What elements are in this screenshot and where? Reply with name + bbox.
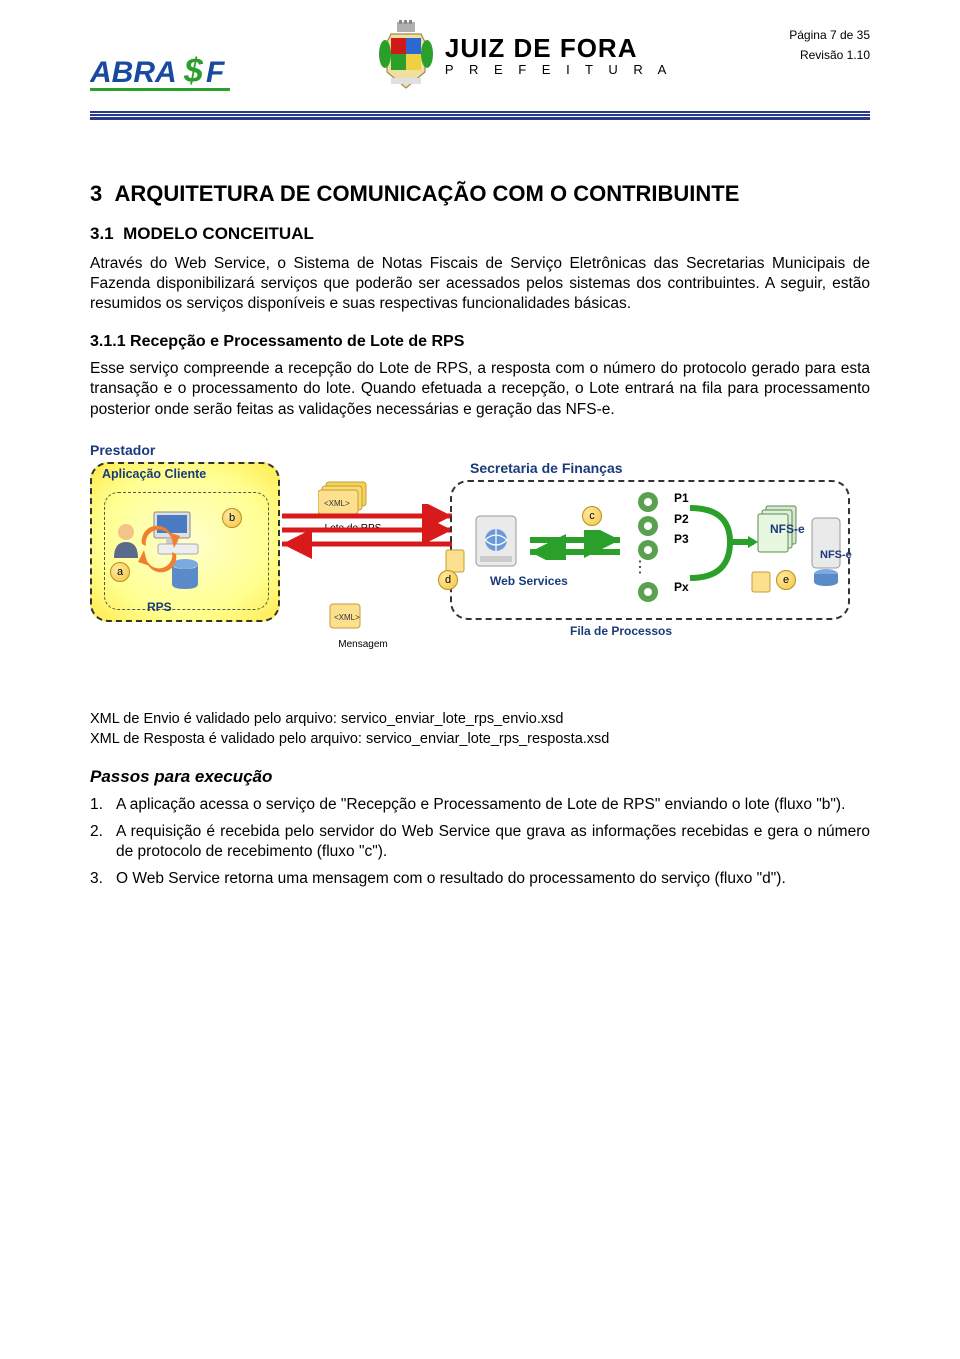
svg-text:⋮: ⋮ <box>632 559 648 576</box>
svg-text:F: F <box>206 56 225 89</box>
svg-text:<XML>: <XML> <box>334 613 360 622</box>
nfse-label: NFS-e <box>770 522 805 536</box>
subsubsection-title: 3.1.1 Recepção e Processamento de Lote d… <box>90 333 870 351</box>
abrasf-text: ABRA <box>90 56 177 89</box>
passos-heading: Passos para execução <box>90 767 870 787</box>
subsection-paragraph: Através do Web Service, o Sistema de Not… <box>90 254 870 315</box>
secretaria-label: Secretaria de Finanças <box>470 460 623 476</box>
sync-arrows-icon <box>134 524 184 574</box>
process-queue-icon: ⋮ <box>630 488 676 608</box>
abrasf-logo: ABRA $ F <box>90 48 260 103</box>
nfse-label-2: NFS-e <box>820 550 852 561</box>
green-arrows-fila-nfse <box>680 498 760 598</box>
aplicacao-cliente-label: Aplicação Cliente <box>102 468 206 482</box>
green-arrows-server-fila <box>528 530 628 560</box>
xml-validation-info: XML de Envio é validado pelo arquivo: se… <box>90 710 870 749</box>
subsubsection-paragraph: Esse serviço compreende a recepção do Lo… <box>90 359 870 420</box>
steps-list: 1.A aplicação acessa o serviço de "Recep… <box>90 795 870 889</box>
badge-c: c <box>582 506 602 526</box>
jdf-subtitle: P R E F E I T U R A <box>445 62 672 77</box>
page-header: ABRA $ F JUIZ DE FORA P R E F E I T U R … <box>90 20 870 103</box>
web-services-label: Web Services <box>490 574 568 588</box>
jdf-logo: JUIZ DE FORA P R E F E I T U R A <box>377 20 672 90</box>
step-2: 2.A requisição é recebida pelo servidor … <box>116 822 870 863</box>
secretaria-box: ⋮ P1 P2 P3 Px c e <box>450 480 850 620</box>
xml-envio-line: XML de Envio é validado pelo arquivo: se… <box>90 710 870 730</box>
webservice-server-icon <box>470 512 530 574</box>
badge-e: e <box>776 570 796 590</box>
revision-label: Revisão 1.10 <box>789 48 870 62</box>
section-title-text: ARQUITETURA DE COMUNICAÇÃO COM O CONTRIB… <box>114 181 739 206</box>
architecture-diagram: Prestador Aplicação Cliente RPS a b <box>90 442 870 682</box>
document-icon: <XML> <box>328 602 368 632</box>
subsubsection-title-text: Recepção e Processamento de Lote de RPS <box>130 333 464 350</box>
mensagem-label: Mensagem <box>328 639 398 650</box>
xml-resposta-line: XML de Resposta é validado pelo arquivo:… <box>90 730 870 750</box>
crest-icon <box>377 20 435 90</box>
jdf-city-name: JUIZ DE FORA <box>445 33 672 64</box>
section-number: 3 <box>90 181 102 206</box>
subsubsection-number: 3.1.1 <box>90 333 126 350</box>
header-divider <box>90 111 870 120</box>
page-number: Página 7 de 35 <box>789 28 870 42</box>
red-arrows-icon <box>282 504 462 564</box>
rps-label: RPS <box>147 600 172 614</box>
step-1: 1.A aplicação acessa o serviço de "Recep… <box>116 795 870 815</box>
mensagem-box: <XML> Mensagem <box>328 602 398 650</box>
page-meta: Página 7 de 35 Revisão 1.10 <box>789 28 870 68</box>
document-small-icon-2 <box>750 570 774 596</box>
section-title: 3 ARQUITETURA DE COMUNICAÇÃO COM O CONTR… <box>90 180 870 208</box>
subsection-number: 3.1 <box>90 224 114 243</box>
prestador-label: Prestador <box>90 442 155 458</box>
subsection-title: 3.1 MODELO CONCEITUAL <box>90 224 870 244</box>
svg-text:$: $ <box>183 52 204 90</box>
fila-processos-label: Fila de Processos <box>570 624 672 638</box>
prestador-box: Aplicação Cliente RPS a b <box>90 462 280 622</box>
subsection-title-text: MODELO CONCEITUAL <box>123 224 314 243</box>
step-3: 3.O Web Service retorna uma mensagem com… <box>116 869 870 889</box>
